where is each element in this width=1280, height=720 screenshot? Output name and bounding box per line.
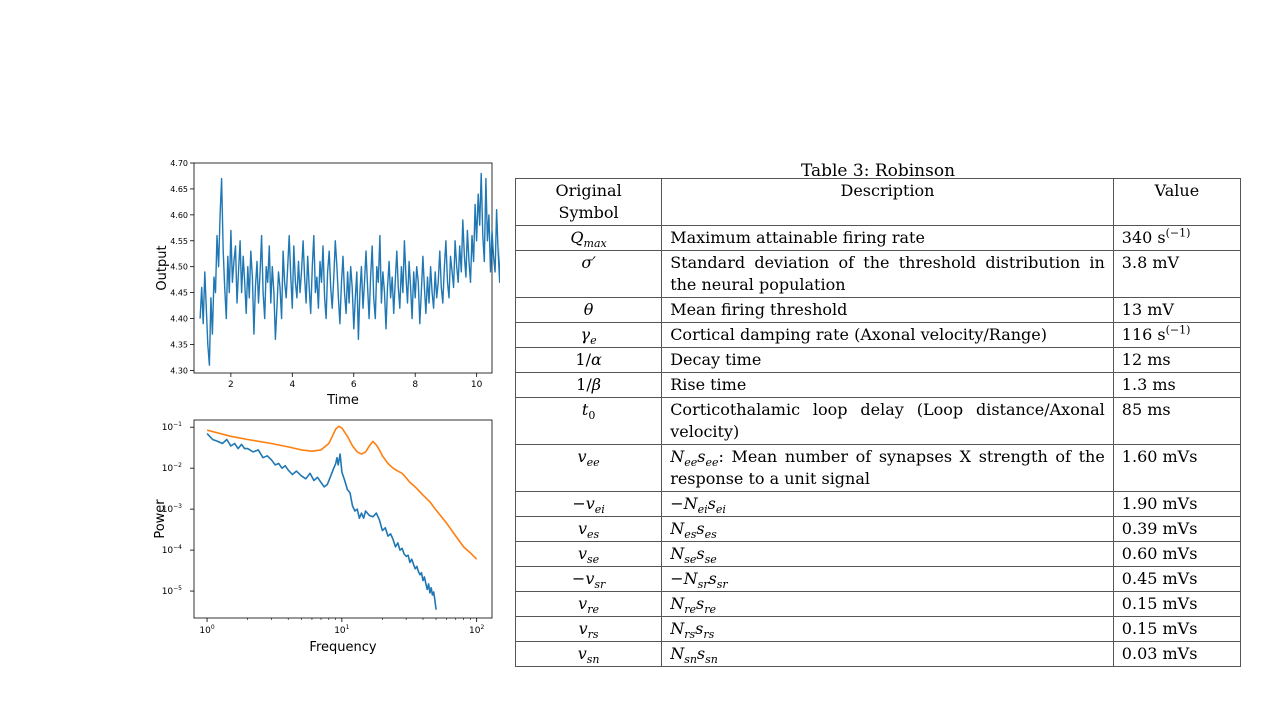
description-cell: Standard deviation of the threshold dist… xyxy=(661,250,1114,298)
description-cell: −Nsrssr xyxy=(661,566,1114,592)
y-tick-label: 10−2 xyxy=(162,462,182,474)
table-row: vee Neesee: Mean number of synapses X st… xyxy=(514,444,1242,492)
value-cell: 0.45 mVs xyxy=(1112,566,1242,592)
y-tick-label: 4.65 xyxy=(170,185,188,194)
description-cell: Cortical damping rate (Axonal velocity/R… xyxy=(661,322,1114,348)
value-cell: 1.60 mVs xyxy=(1112,444,1242,492)
table-row: 1/β Rise time 1.3 ms xyxy=(514,372,1242,398)
description-cell: Nsnssn xyxy=(661,641,1114,667)
description-cell: Rise time xyxy=(661,372,1114,398)
symbol-cell: Qmax xyxy=(514,225,663,251)
plot-frame xyxy=(193,162,493,374)
symbol-cell: θ xyxy=(514,297,663,323)
description-cell: Decay time xyxy=(661,347,1114,373)
value-cell: 0.15 mVs xyxy=(1112,591,1242,617)
header-description: Description xyxy=(661,178,1114,226)
table-row: −vei −Neisei 1.90 mVs xyxy=(514,491,1242,517)
table-row: vrs Nrssrs 0.15 mVs xyxy=(514,616,1242,642)
table-row: −vsr −Nsrssr 0.45 mVs xyxy=(514,566,1242,592)
table-row: 1/α Decay time 12 ms xyxy=(514,347,1242,373)
symbol-cell: vee xyxy=(514,444,663,492)
value-cell: 12 ms xyxy=(1112,347,1242,373)
x-tick-label: 10 xyxy=(471,380,483,390)
symbol-cell: vse xyxy=(514,541,663,567)
symbol-cell: t0 xyxy=(514,397,663,445)
model-spectrum-line xyxy=(206,425,478,560)
table-row: vsn Nsnssn 0.03 mVs xyxy=(514,641,1242,667)
table-row: σ′ Standard deviation of the threshold d… xyxy=(514,250,1242,298)
description-cell: Nresre xyxy=(661,591,1114,617)
y-tick-label: 4.30 xyxy=(170,366,188,375)
empirical-spectrum-line xyxy=(206,433,437,610)
plot-frame xyxy=(193,419,493,619)
description-cell: Maximum attainable firing rate xyxy=(661,225,1114,251)
description-cell: Corticothalamic loop delay (Loop distanc… xyxy=(661,397,1114,445)
x-tick-label: 100 xyxy=(199,624,214,636)
value-cell: 0.15 mVs xyxy=(1112,616,1242,642)
parameter-table-container: Table 3: Robinson Original Symbol Descri… xyxy=(514,160,1242,667)
symbol-cell: −vsr xyxy=(514,566,663,592)
value-cell: 0.03 mVs xyxy=(1112,641,1242,667)
symbol-cell: vrs xyxy=(514,616,663,642)
time-series-chart: 2 4 6 8 10 4.30 4.35 4.40 4.45 4.50 4.55 4.60 4.65 4.… xyxy=(155,159,500,408)
value-cell: 1.3 ms xyxy=(1112,372,1242,398)
y-tick-label: 4.45 xyxy=(170,289,188,298)
value-cell: 116 s(−1) xyxy=(1112,322,1242,348)
symbol-cell: ves xyxy=(514,516,663,542)
symbol-cell: γe xyxy=(514,322,663,348)
x-tick-label: 8 xyxy=(412,380,418,390)
parameter-table: Original Symbol Description Value Qmax M… xyxy=(514,178,1242,667)
value-cell: 85 ms xyxy=(1112,397,1242,445)
x-axis-label: Time xyxy=(326,393,359,408)
x-tick-label: 4 xyxy=(289,380,295,390)
table-row: vre Nresre 0.15 mVs xyxy=(514,591,1242,617)
description-cell: Nsesse xyxy=(661,541,1114,567)
y-tick-label: 10−1 xyxy=(162,421,182,433)
table-row: γe Cortical damping rate (Axonal velocit… xyxy=(514,322,1242,348)
description-cell: Neesee: Mean number of synapses X streng… xyxy=(661,444,1114,492)
value-cell: 13 mV xyxy=(1112,297,1242,323)
symbol-cell: −vei xyxy=(514,491,663,517)
table-row: t0 Corticothalamic loop delay (Loop dist… xyxy=(514,397,1242,445)
output-series-line xyxy=(199,172,500,366)
value-cell: 0.60 mVs xyxy=(1112,541,1242,567)
table-caption: Table 3: Robinson xyxy=(800,161,956,181)
table-row: vse Nsesse 0.60 mVs xyxy=(514,541,1242,567)
description-cell: Nesses xyxy=(661,516,1114,542)
y-tick-label: 4.50 xyxy=(170,263,188,272)
table-row: θ Mean firing threshold 13 mV xyxy=(514,297,1242,323)
description-cell: Mean firing threshold xyxy=(661,297,1114,323)
y-tick-label: 10−5 xyxy=(162,585,182,597)
y-axis-label: Output xyxy=(155,245,170,290)
value-cell: 3.8 mV xyxy=(1112,250,1242,298)
symbol-cell: σ′ xyxy=(514,250,663,298)
symbol-cell: vsn xyxy=(514,641,663,667)
table-header-row: Original Symbol Description Value xyxy=(514,178,1242,226)
header-symbol: Original Symbol xyxy=(514,178,663,226)
y-tick-label: 4.40 xyxy=(170,315,188,324)
description-cell: −Neisei xyxy=(661,491,1114,517)
y-tick-label: 4.35 xyxy=(170,340,188,349)
y-axis-label: Power xyxy=(153,499,168,539)
y-tick-label: 10−4 xyxy=(162,544,182,556)
table-row: Qmax Maximum attainable firing rate 340 … xyxy=(514,225,1242,251)
value-cell: 0.39 mVs xyxy=(1112,516,1242,542)
y-tick-label: 4.70 xyxy=(170,159,188,168)
value-cell: 1.90 mVs xyxy=(1112,491,1242,517)
y-tick-label: 4.55 xyxy=(170,237,188,246)
power-spectrum-chart: 100 101 10210−510−410−310−210−1FrequencyPo… xyxy=(153,419,493,655)
x-axis-label: Frequency xyxy=(309,640,376,655)
value-cell: 340 s(−1) xyxy=(1112,225,1242,251)
symbol-cell: 1/β xyxy=(514,372,663,398)
header-value: Value xyxy=(1112,178,1242,226)
symbol-cell: vre xyxy=(514,591,663,617)
y-tick-label: 4.60 xyxy=(170,211,188,220)
table-row: ves Nesses 0.39 mVs xyxy=(514,516,1242,542)
symbol-cell: 1/α xyxy=(514,347,663,373)
x-tick-label: 6 xyxy=(351,380,357,390)
x-tick-label: 102 xyxy=(469,624,484,636)
x-tick-label: 101 xyxy=(334,624,349,636)
description-cell: Nrssrs xyxy=(661,616,1114,642)
x-tick-label: 2 xyxy=(228,380,234,390)
